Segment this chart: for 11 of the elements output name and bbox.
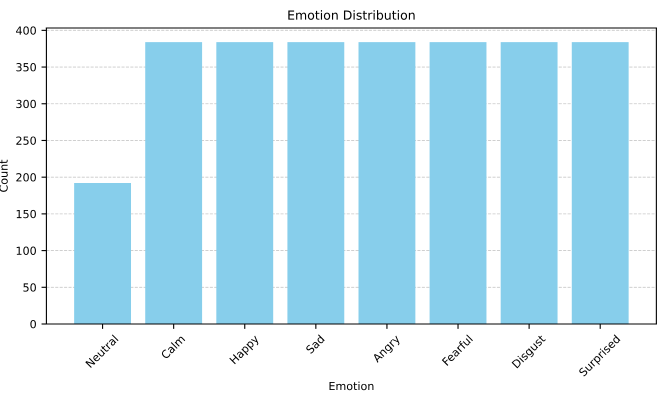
y-tick-label: 400 [16,26,36,35]
y-tick-label: 50 [23,283,36,292]
y-tick-label: 200 [16,173,36,182]
y-tick-label: 250 [16,136,36,145]
chart-title: Emotion Distribution [288,10,415,20]
y-tick-label: 300 [16,100,36,108]
y-tick-label: 100 [16,246,36,255]
y-tick-label: 350 [16,63,36,72]
y-tick-label: 0 [30,320,36,328]
x-axis-title: Emotion [330,382,374,390]
y-tick-label: 150 [16,210,36,218]
